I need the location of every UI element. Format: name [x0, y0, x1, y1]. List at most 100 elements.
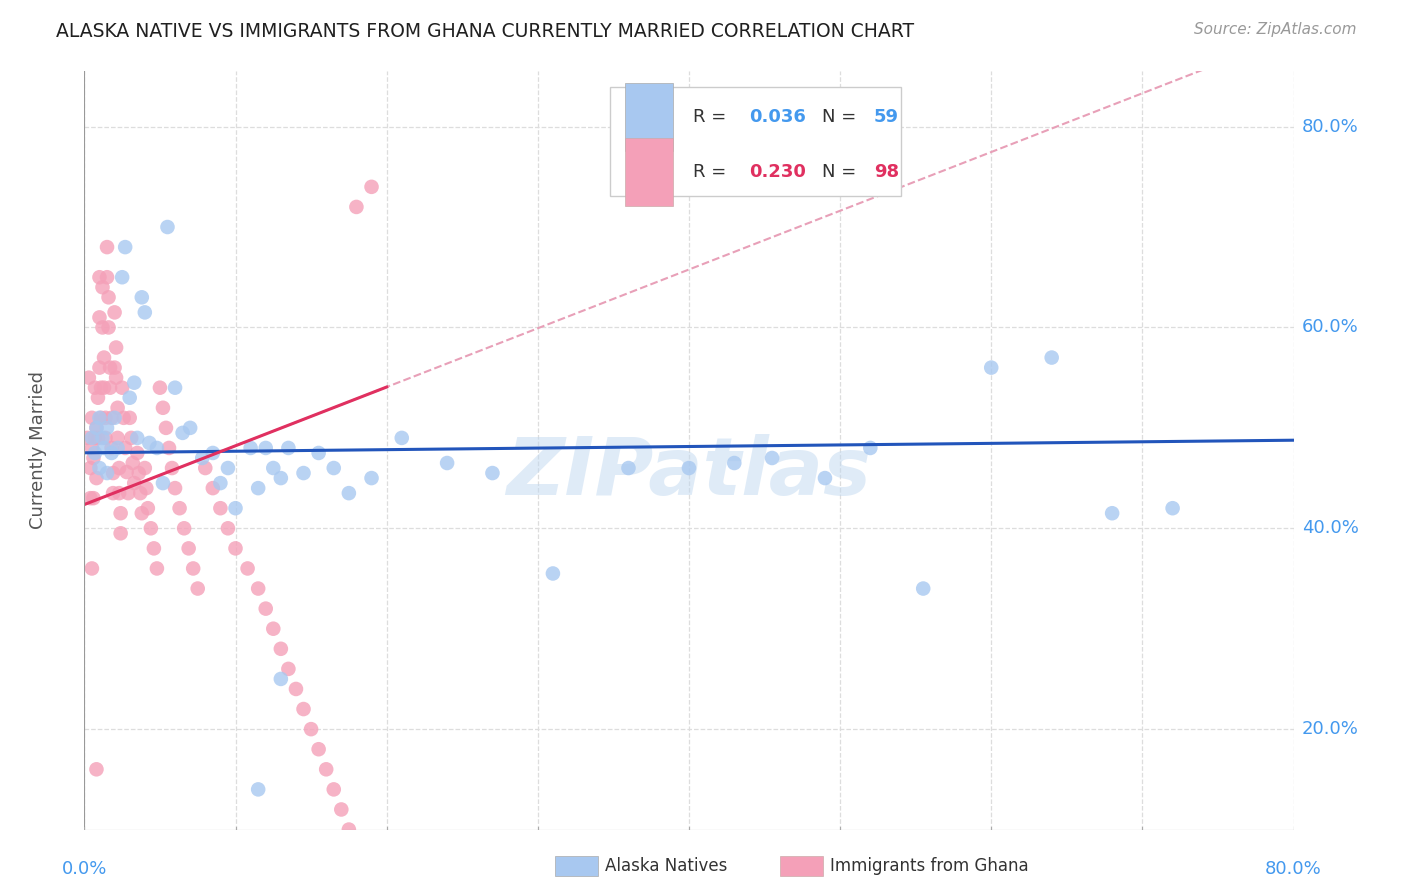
- Point: [96, 421, 118, 435]
- Text: 40.0%: 40.0%: [1302, 519, 1358, 537]
- Point: [105, 341, 128, 355]
- Point: [481, 466, 503, 480]
- Point: [217, 461, 239, 475]
- Point: [179, 421, 201, 435]
- Point: [152, 476, 174, 491]
- Point: [155, 421, 177, 435]
- Text: Immigrants from Ghana: Immigrants from Ghana: [830, 857, 1028, 875]
- Point: [128, 466, 150, 480]
- Point: [146, 561, 169, 575]
- Point: [112, 410, 135, 425]
- Text: R =: R =: [693, 108, 731, 127]
- Point: [678, 461, 700, 475]
- Point: [247, 582, 270, 596]
- Point: [114, 441, 136, 455]
- Point: [173, 521, 195, 535]
- Point: [108, 486, 131, 500]
- Text: 80.0%: 80.0%: [1265, 860, 1322, 878]
- Point: [101, 486, 124, 500]
- Point: [391, 431, 413, 445]
- Point: [236, 561, 259, 575]
- Point: [247, 782, 270, 797]
- FancyBboxPatch shape: [624, 138, 673, 206]
- Point: [82, 450, 104, 465]
- Point: [89, 270, 111, 285]
- Point: [84, 431, 107, 445]
- Point: [254, 441, 277, 455]
- Point: [131, 290, 153, 304]
- Point: [93, 351, 115, 365]
- Point: [136, 501, 159, 516]
- Point: [134, 305, 156, 319]
- Point: [129, 486, 152, 500]
- Point: [436, 456, 458, 470]
- Point: [94, 431, 117, 445]
- Point: [617, 461, 640, 475]
- Point: [139, 521, 162, 535]
- Point: [146, 441, 169, 455]
- Point: [108, 461, 131, 475]
- Point: [80, 431, 103, 445]
- Point: [152, 401, 174, 415]
- Point: [187, 582, 209, 596]
- Point: [77, 370, 100, 384]
- Text: 60.0%: 60.0%: [1302, 318, 1358, 336]
- Point: [87, 431, 110, 445]
- Point: [308, 742, 330, 756]
- Point: [90, 381, 112, 395]
- Point: [104, 410, 127, 425]
- Text: 98: 98: [875, 163, 898, 181]
- Point: [209, 501, 232, 516]
- Point: [111, 270, 134, 285]
- Point: [254, 601, 277, 615]
- Point: [138, 436, 160, 450]
- Point: [89, 410, 111, 425]
- Point: [217, 521, 239, 535]
- Point: [86, 421, 108, 435]
- Point: [177, 541, 200, 556]
- Point: [118, 391, 141, 405]
- Point: [135, 481, 157, 495]
- Point: [84, 381, 107, 395]
- Text: Alaska Natives: Alaska Natives: [605, 857, 727, 875]
- Point: [104, 360, 127, 375]
- Text: 80.0%: 80.0%: [1302, 118, 1358, 136]
- Point: [225, 501, 247, 516]
- Text: Source: ZipAtlas.com: Source: ZipAtlas.com: [1194, 22, 1357, 37]
- Point: [80, 441, 103, 455]
- Point: [100, 441, 122, 455]
- Point: [337, 486, 360, 500]
- Point: [814, 471, 837, 485]
- Point: [270, 471, 292, 485]
- Point: [131, 506, 153, 520]
- Point: [110, 506, 132, 520]
- Point: [91, 280, 114, 294]
- Point: [292, 702, 315, 716]
- Point: [104, 305, 127, 319]
- Point: [761, 450, 783, 465]
- Point: [285, 681, 308, 696]
- Point: [1101, 506, 1123, 520]
- Text: 59: 59: [875, 108, 898, 127]
- Point: [86, 421, 108, 435]
- Point: [117, 486, 139, 500]
- Point: [79, 491, 101, 505]
- Point: [142, 541, 165, 556]
- Point: [134, 461, 156, 475]
- Point: [91, 431, 114, 445]
- Point: [101, 466, 124, 480]
- Point: [165, 481, 187, 495]
- Text: N =: N =: [823, 163, 862, 181]
- Point: [80, 410, 103, 425]
- Point: [270, 641, 292, 656]
- Point: [360, 471, 382, 485]
- Point: [127, 446, 149, 460]
- Point: [80, 561, 103, 575]
- Point: [209, 476, 232, 491]
- Point: [122, 476, 145, 491]
- Point: [149, 381, 172, 395]
- Point: [96, 270, 118, 285]
- Point: [127, 431, 149, 445]
- Point: [181, 561, 204, 575]
- Point: [97, 290, 120, 304]
